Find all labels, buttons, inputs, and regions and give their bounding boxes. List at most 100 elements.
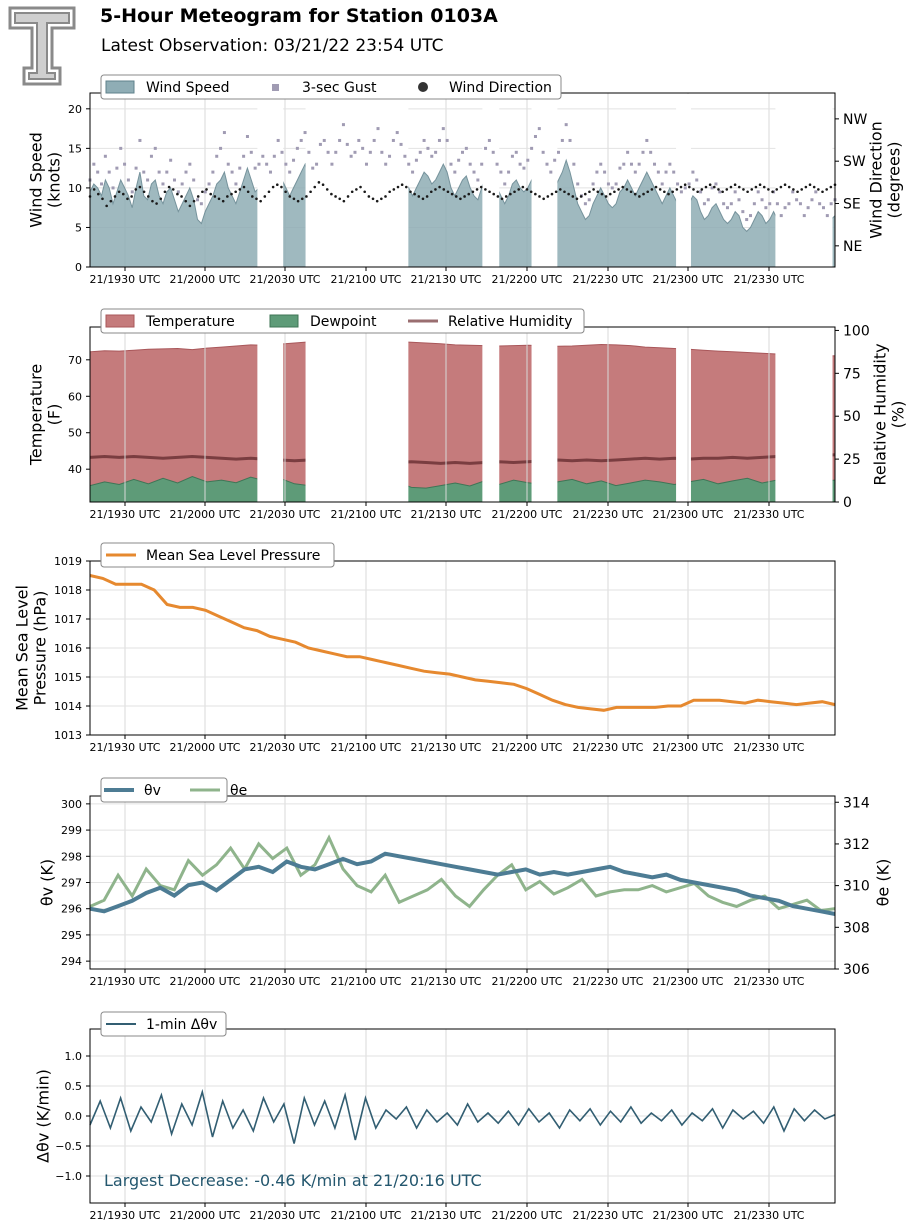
wind-direction-point <box>484 188 487 191</box>
wind-data-gap <box>482 94 500 267</box>
thermo-data-gap <box>531 328 558 502</box>
wind-direction-point <box>729 185 733 189</box>
thermo-y2tick-label: 0 <box>843 495 852 511</box>
theta-legend: θv θe <box>100 777 247 803</box>
wind-direction-point <box>454 195 458 198</box>
theta-v-line <box>89 851 836 916</box>
gust-point <box>238 166 242 170</box>
gust-point <box>96 170 100 174</box>
wind-y2label-line: (degrees) <box>885 142 904 219</box>
wind-direction-point <box>409 190 412 194</box>
wind-direction-point <box>583 192 587 196</box>
gust-point <box>172 178 176 182</box>
wind-direction-point <box>559 188 562 191</box>
thermo-y2tick-label: 75 <box>843 366 861 382</box>
gust-point <box>468 162 472 166</box>
gust-point <box>484 146 488 150</box>
wind-xtick-label: 21/2130 UTC <box>410 273 481 286</box>
gust-point <box>545 162 549 166</box>
gust-point <box>610 186 614 190</box>
wind-direction-point <box>321 183 325 187</box>
wind-direction-point <box>688 185 691 189</box>
dthv-ytick-label: 0.0 <box>65 1110 83 1123</box>
wind-direction-point <box>817 188 820 191</box>
thermo-data-gap <box>676 328 691 502</box>
wind-direction-point <box>384 195 387 198</box>
gust-point <box>330 162 334 166</box>
gust-point <box>226 162 230 166</box>
wind-ytick-label: 10 <box>68 182 82 195</box>
gust-point <box>449 162 453 166</box>
wind-data-gap <box>305 94 409 267</box>
gust-point <box>687 182 691 186</box>
mslp-ytick-label: 1014 <box>54 700 82 713</box>
wind-direction-point <box>209 192 212 196</box>
gust-point <box>103 154 107 158</box>
gust-point <box>434 150 438 154</box>
gust-point <box>426 146 430 150</box>
gust-point <box>668 162 672 166</box>
thermo-legend-box <box>100 308 585 334</box>
gust-point <box>157 170 161 174</box>
wind-direction-point <box>338 197 342 201</box>
gust-point <box>583 202 587 206</box>
wind-direction-point <box>700 188 704 191</box>
theta-ytick-label: 296 <box>61 903 82 916</box>
theta-xtick-label: 21/2030 UTC <box>249 975 320 988</box>
wind-direction-point <box>375 199 379 203</box>
gust-point <box>441 127 445 131</box>
gust-point <box>599 162 603 166</box>
wind-direction-point <box>746 190 749 194</box>
wind-direction-point <box>342 199 346 203</box>
wind-direction-point <box>292 197 296 201</box>
gust-point <box>142 170 146 174</box>
thermo-data-gap <box>257 328 284 502</box>
gust-point <box>568 138 572 142</box>
wind-direction-point <box>159 197 163 201</box>
gust-point <box>510 154 514 158</box>
gust-point <box>557 150 561 154</box>
wind-speed-area <box>89 158 836 268</box>
mslp-ytick-label: 1017 <box>54 613 82 626</box>
dthv-xtick-label: 21/2030 UTC <box>249 1209 320 1222</box>
gust-point <box>572 162 576 166</box>
wind-legend: Wind Speed 3-sec Gust Wind Direction <box>100 74 562 100</box>
gust-point <box>729 202 733 206</box>
thermo-legend: Temperature Dewpoint Relative Humidity <box>100 308 585 334</box>
gust-point <box>134 166 138 170</box>
wind-direction-point <box>479 185 483 189</box>
wind-direction-point <box>737 185 741 189</box>
wind-direction-point <box>758 183 762 187</box>
wind-direction-point <box>255 197 258 201</box>
wind-direction-point <box>742 188 745 191</box>
gust-point <box>372 138 376 142</box>
gust-point <box>541 150 545 154</box>
mslp-ytick-label: 1016 <box>54 642 82 655</box>
gust-point <box>503 182 507 186</box>
theta-ytick-label: 295 <box>61 929 82 942</box>
dthv-legend: 1-min Δθv <box>100 1011 227 1037</box>
mslp-xtick-label: 21/2130 UTC <box>410 741 481 754</box>
gust-point <box>153 146 157 150</box>
gust-point <box>457 158 461 162</box>
wind-legend-box <box>100 74 562 100</box>
wind-direction-point <box>176 192 179 196</box>
gust-point <box>407 162 411 166</box>
wind-direction-point <box>288 195 292 198</box>
wind-data-gap <box>531 94 558 267</box>
gust-point <box>825 214 829 218</box>
wind-direction-point <box>267 190 271 194</box>
double-t-logo-icon <box>8 6 76 86</box>
gust-point <box>629 162 633 166</box>
wind-ytick-label: 15 <box>68 142 82 155</box>
gust-point <box>100 182 104 186</box>
gust-point <box>368 150 372 154</box>
gust-point <box>184 170 188 174</box>
gust-point <box>487 138 491 142</box>
wind-direction-point <box>529 190 533 194</box>
wind-direction-point <box>513 190 516 194</box>
wind-direction-point <box>613 190 616 194</box>
wind-direction-point <box>696 190 699 194</box>
gust-point <box>495 162 499 166</box>
gust-point <box>637 162 641 166</box>
